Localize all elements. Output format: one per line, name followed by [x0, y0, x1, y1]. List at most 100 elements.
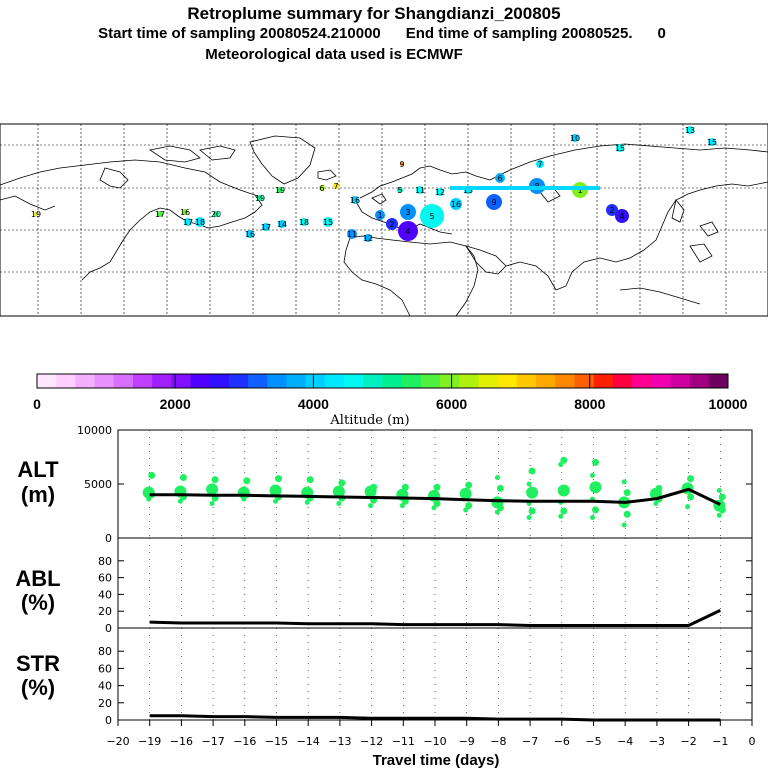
indonesia-coast	[619, 287, 701, 305]
series-line-alt	[149, 487, 721, 506]
trajectory-day-label: 16	[245, 230, 255, 239]
colorbar-tick-label: 2000	[160, 396, 191, 412]
trajectory-day-label: 19	[275, 186, 285, 195]
asia-north-coast	[489, 143, 768, 181]
trajectory-day-label: 1	[577, 186, 582, 195]
alt-scatter-point	[560, 507, 568, 515]
str-panel: 0 20 40 60 80	[98, 627, 753, 727]
alt-scatter-point	[623, 489, 631, 497]
trajectory-day-label: 11	[347, 230, 357, 239]
trajectory-day-label: 19	[255, 194, 265, 203]
colorbar-cell	[228, 374, 249, 388]
colorbar-cell	[305, 374, 326, 388]
alt-scatter-point	[433, 483, 441, 491]
trajectory-marker	[420, 204, 444, 228]
trajectory-marker	[615, 209, 629, 223]
alt-scatter-point	[558, 462, 564, 468]
colorbar-cell	[209, 374, 230, 388]
abl-panel: 0 20 40 60 80	[98, 537, 753, 635]
y-tick-label: 10000	[77, 424, 112, 437]
alt-panel: 0 5000 10000	[77, 424, 753, 545]
x-tick-label: −16	[170, 735, 193, 748]
trajectory-marker	[486, 194, 502, 210]
abl-label-bottom: (%)	[21, 590, 55, 615]
trajectory-day-label: 6	[319, 184, 324, 193]
alt-scatter-point	[338, 479, 346, 487]
trajectory-day-label: 16	[350, 196, 360, 205]
trajectory-markers: 5432116981241112151814171618171611121367…	[31, 126, 717, 243]
colorbar-frame	[36, 373, 729, 389]
alt-scatter-point	[209, 500, 215, 506]
alt-scatter-point	[431, 505, 437, 511]
trajectory-marker	[323, 217, 333, 227]
west-africa-coast	[343, 237, 411, 317]
y-tick-label: 80	[98, 555, 112, 568]
trajectory-marker	[246, 230, 254, 238]
arctic-island	[148, 145, 201, 163]
colorbar-cell	[478, 374, 499, 388]
trajectory-marker	[400, 204, 416, 220]
arabia-coast	[465, 245, 507, 275]
trajectory-day-label: 1	[377, 211, 382, 220]
alt-scatter-point	[496, 484, 504, 492]
trajectory-marker	[397, 187, 403, 193]
x-tick-label: −12	[360, 735, 383, 748]
colorbar-cell	[286, 374, 307, 388]
y-tick-label: 5000	[84, 478, 112, 491]
panel-frame	[117, 537, 753, 629]
trajectory-marker	[495, 173, 505, 183]
colorbar-cell	[344, 374, 364, 388]
trajectory-marker	[571, 134, 579, 142]
colorbar-cell	[94, 374, 115, 388]
alt-scatter-point	[592, 458, 599, 466]
trajectory-marker	[300, 218, 308, 226]
trajectory-day-label: 16	[180, 208, 190, 217]
trajectory-day-label: 16	[451, 200, 461, 209]
alt-scatter-point	[491, 496, 504, 509]
series-line-str	[149, 714, 721, 722]
trajectory-marker	[400, 162, 404, 166]
alt-scatter-point	[494, 475, 500, 481]
trajectory-day-label: 15	[615, 144, 625, 153]
alt-scatter-point	[528, 507, 536, 515]
alt-scatter-point	[269, 484, 282, 497]
x-axis: −20 −19 −16 −17 −16 −15 −14 −13 −12 −11 −10 −9 −8 −7−…	[106, 720, 756, 748]
trajectory-day-label: 9	[399, 160, 404, 169]
trajectory-marker	[450, 198, 462, 210]
x-tick-label: −5	[585, 735, 601, 748]
hudson-bay	[99, 167, 129, 189]
y-tick-label: 20	[98, 697, 112, 710]
trajectory-marker	[351, 196, 359, 204]
alt-scatter-point	[177, 498, 183, 504]
trajectory-day-label: 18	[195, 218, 205, 227]
chart-title: Retroplume summary for Shangdianzi_20080…	[187, 4, 561, 23]
colorbar-cell	[651, 374, 671, 388]
europe-north-coast	[359, 165, 491, 199]
alt-scatter-point	[463, 507, 469, 513]
panel-frame	[117, 627, 753, 721]
alt-scatter-point	[590, 472, 595, 478]
philippines	[689, 243, 713, 263]
colorbar-cell	[536, 374, 556, 388]
x-tick-label: −6	[554, 735, 570, 748]
colorbar-cell	[248, 374, 268, 388]
alt-scatter-point	[590, 514, 595, 520]
alt-scatter-point	[336, 500, 342, 506]
x-tick-label: −10	[423, 735, 446, 748]
trajectory-day-label: 5	[429, 212, 434, 221]
trajectory-day-label: 10	[570, 134, 580, 143]
alt-scatter-point	[718, 493, 726, 501]
x-tick-label: −20	[106, 735, 129, 748]
trajectory-marker	[347, 229, 357, 239]
trajectory-day-label: 7	[537, 160, 542, 169]
trajectory-day-label: 13	[685, 126, 695, 135]
colorbar-cell	[555, 374, 575, 388]
alt-scatter-point	[206, 483, 219, 496]
alt-scatter-point	[465, 502, 473, 510]
trajectory-day-label: 14	[277, 220, 287, 229]
x-tick-label: −15	[265, 735, 288, 748]
north-america-coast	[0, 159, 263, 281]
alt-scatter-point	[592, 506, 599, 514]
trajectory-day-label: 15	[323, 218, 333, 227]
